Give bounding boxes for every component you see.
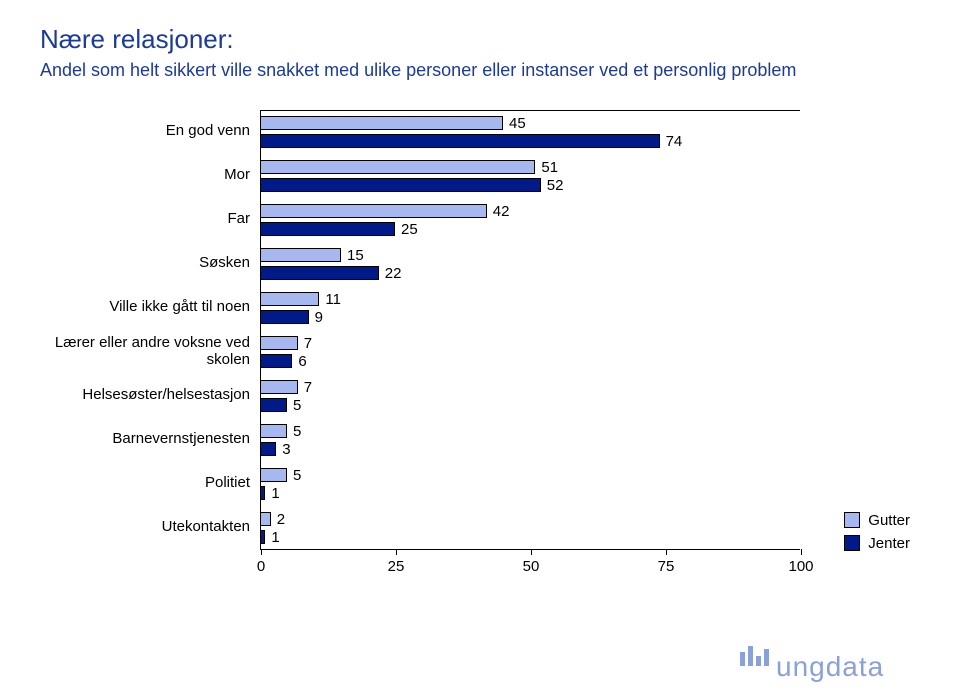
bar-value: 2 — [277, 511, 285, 528]
bar — [260, 398, 287, 412]
x-tick — [666, 549, 667, 555]
category-label: Ville ikke gått til noen — [40, 286, 250, 330]
bar — [260, 292, 319, 306]
legend: Gutter Jenter — [844, 512, 910, 558]
bar — [260, 442, 276, 456]
bar-chart: 0255075100 GutterJenter En god venn4574M… — [40, 100, 920, 580]
svg-text:ungdata: ungdata — [776, 651, 884, 682]
bar-value: 45 — [509, 115, 526, 132]
bar — [260, 310, 309, 324]
bar — [260, 486, 265, 500]
legend-label: Jenter — [868, 535, 910, 552]
bar — [260, 178, 541, 192]
x-tick-label: 100 — [788, 558, 813, 575]
x-tick — [396, 549, 397, 555]
legend-item: Jenter — [844, 535, 910, 552]
bar-value: 25 — [401, 221, 418, 238]
legend-swatch — [844, 512, 860, 528]
page-subtitle: Andel som helt sikkert ville snakket med… — [40, 59, 920, 82]
bar-value: 5 — [293, 467, 301, 484]
plot-area: 0255075100 — [260, 110, 800, 550]
bar — [260, 380, 298, 394]
bar-value: 3 — [282, 441, 290, 458]
x-tick-label: 0 — [257, 558, 265, 575]
page-title: Nære relasjoner: — [40, 24, 920, 55]
bar-value: 74 — [666, 133, 683, 150]
bar — [260, 336, 298, 350]
bar — [260, 204, 487, 218]
x-tick-label: 75 — [658, 558, 675, 575]
bar — [260, 354, 292, 368]
category-label: Politiet — [40, 462, 250, 506]
category-label: Barnevernstjenesten — [40, 418, 250, 462]
x-tick — [531, 549, 532, 555]
bar — [260, 248, 341, 262]
bar-value: 1 — [271, 485, 279, 502]
bar-value: 6 — [298, 353, 306, 370]
bar — [260, 134, 660, 148]
bar-value: 22 — [385, 265, 402, 282]
category-label: Far — [40, 198, 250, 242]
category-label: Mor — [40, 154, 250, 198]
legend-swatch — [844, 535, 860, 551]
x-tick-label: 25 — [388, 558, 405, 575]
bar-value: 15 — [347, 247, 364, 264]
category-label: Lærer eller andre voksne ved skolen — [40, 330, 250, 374]
bar — [260, 222, 395, 236]
category-label: Utekontakten — [40, 506, 250, 550]
bar-value: 51 — [541, 159, 558, 176]
legend-item: Gutter — [844, 512, 910, 529]
bar-value: 9 — [315, 309, 323, 326]
bar — [260, 468, 287, 482]
bar — [260, 116, 503, 130]
bar-value: 42 — [493, 203, 510, 220]
bar — [260, 266, 379, 280]
bar — [260, 512, 271, 526]
x-tick — [801, 549, 802, 555]
legend-label: Gutter — [868, 512, 910, 529]
x-tick — [261, 549, 262, 555]
bar — [260, 160, 535, 174]
brand-logo: ungdata — [740, 646, 920, 686]
bar — [260, 530, 265, 544]
category-label: Søsken — [40, 242, 250, 286]
bar-value: 7 — [304, 379, 312, 396]
bar-value: 5 — [293, 397, 301, 414]
x-tick-label: 50 — [523, 558, 540, 575]
bar-value: 7 — [304, 335, 312, 352]
category-label: En god venn — [40, 110, 250, 154]
bar-value: 5 — [293, 423, 301, 440]
bar-value: 11 — [325, 291, 341, 308]
bar-value: 52 — [547, 177, 564, 194]
bar-value: 1 — [271, 529, 279, 546]
bar — [260, 424, 287, 438]
category-label: Helsesøster/helsestasjon — [40, 374, 250, 418]
